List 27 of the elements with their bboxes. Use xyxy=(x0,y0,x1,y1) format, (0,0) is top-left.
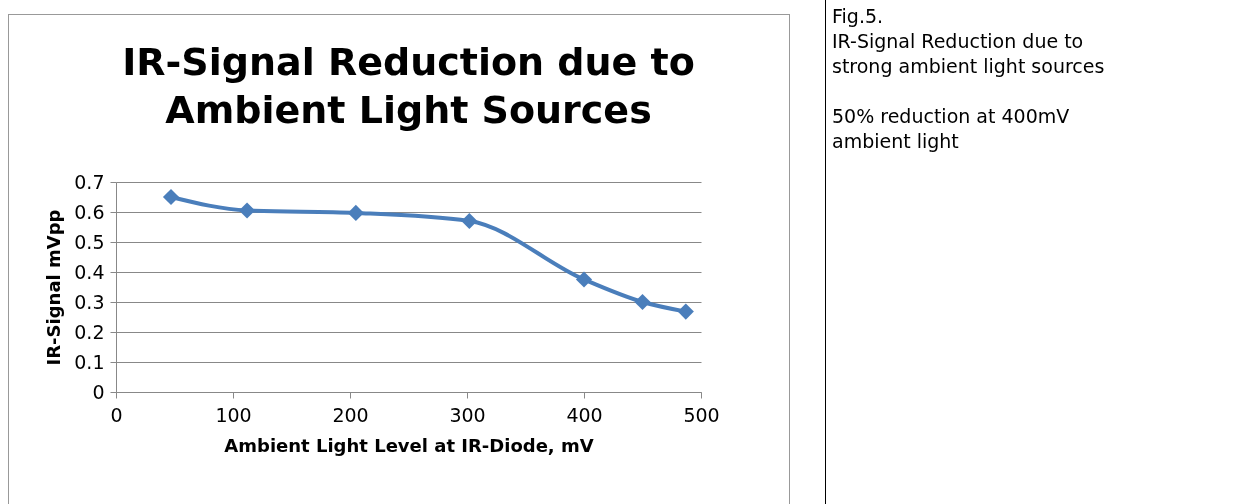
chart-title: IR-Signal Reduction due to Ambient Light Sources xyxy=(122,40,695,132)
y-tick-label: 0.5 xyxy=(74,230,105,253)
y-tick-label: 0.1 xyxy=(74,350,105,373)
y-tick-label: 0.7 xyxy=(74,170,105,193)
x-tick-label: 400 xyxy=(566,403,603,426)
y-tick-label: 0.3 xyxy=(74,290,105,313)
y-tick-label: 0.2 xyxy=(74,320,105,343)
point xyxy=(677,303,694,320)
x-tick-label: 100 xyxy=(215,403,252,426)
point xyxy=(347,204,364,221)
x-tick-label: 200 xyxy=(332,403,369,426)
y-tick-label: 0.6 xyxy=(74,200,105,223)
y-tick-label: 0.4 xyxy=(74,260,105,283)
x-axis-title: Ambient Light Level at IR-Diode, mV xyxy=(224,434,594,456)
point xyxy=(634,293,651,311)
x-tick-label: 0 xyxy=(110,403,123,426)
caption: Fig.5. xyxy=(832,4,885,29)
text: 50% reduction at 400mV ambient light xyxy=(832,104,1071,154)
point xyxy=(162,188,180,206)
point xyxy=(575,271,593,288)
point xyxy=(238,202,256,219)
x-tick-label: 500 xyxy=(683,403,720,426)
text: IR-Signal Reduction due to strong ambient light sources xyxy=(832,29,1106,79)
y-tick-label: 0 xyxy=(92,380,105,403)
x-tick-label: 300 xyxy=(449,403,486,426)
point xyxy=(461,212,478,230)
y-axis-title: IR-Signal mVpp xyxy=(43,209,65,366)
